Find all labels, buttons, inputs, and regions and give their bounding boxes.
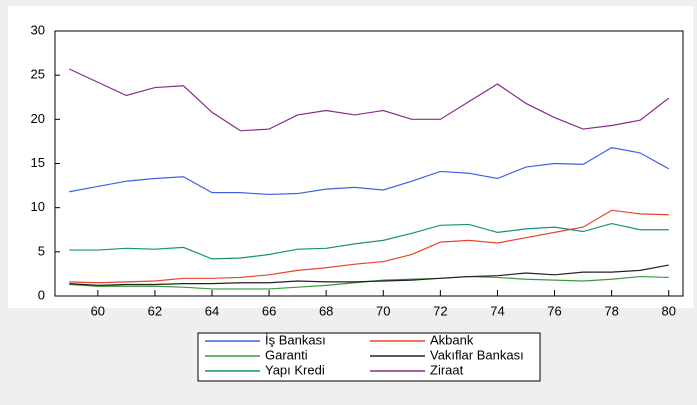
legend-label: Vakıflar Bankası xyxy=(430,347,524,362)
y-tick-label: 25 xyxy=(31,67,45,82)
plot-area xyxy=(54,30,684,297)
y-tick-label: 15 xyxy=(31,155,45,170)
x-tick-label: 70 xyxy=(376,303,390,318)
line-series xyxy=(69,264,669,287)
x-tick-label: 80 xyxy=(661,303,675,318)
line-series xyxy=(69,146,670,196)
x-tick-label: 72 xyxy=(433,303,447,318)
x-tick-label: 68 xyxy=(319,303,333,318)
x-tick-label: 64 xyxy=(205,303,219,318)
legend-label: İş Bankası xyxy=(265,332,326,347)
legend-label: Garanti xyxy=(265,347,308,362)
legend-label: Yapı Kredi xyxy=(265,362,325,377)
y-tick-label: 20 xyxy=(31,111,45,126)
x-tick-label: 76 xyxy=(547,303,561,318)
x-tick-label: 66 xyxy=(262,303,276,318)
y-tick-label: 30 xyxy=(31,22,45,37)
y-tick-label: 0 xyxy=(38,287,45,302)
legend-label: Ziraat xyxy=(430,362,464,377)
y-tick-label: 5 xyxy=(38,243,45,258)
x-tick-label: 62 xyxy=(148,303,162,318)
line-series xyxy=(69,222,669,260)
x-tick-label: 78 xyxy=(604,303,618,318)
line-series xyxy=(69,68,670,132)
y-tick-label: 10 xyxy=(31,199,45,214)
legend-label: Akbank xyxy=(430,332,474,347)
x-tick-label: 74 xyxy=(490,303,504,318)
x-tick-label: 60 xyxy=(91,303,105,318)
